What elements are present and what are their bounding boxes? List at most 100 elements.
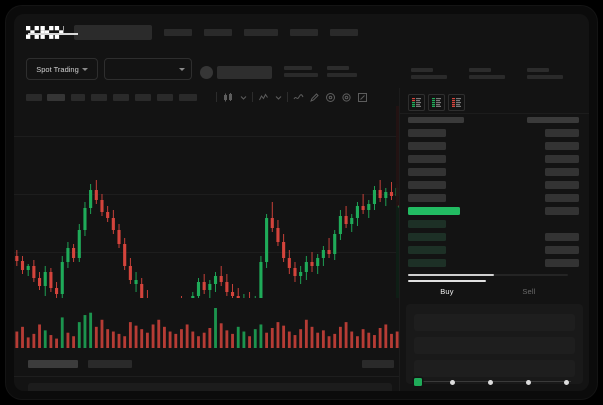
orderbook-amount-cell (545, 142, 579, 150)
okx-logo-icon[interactable] (26, 26, 64, 39)
pair-stat-1 (284, 66, 318, 77)
orderbook-row[interactable] (400, 129, 589, 138)
search-input[interactable] (74, 25, 152, 40)
chart-gridline (14, 194, 400, 195)
orderbook-price-cell (408, 220, 446, 228)
pair-stat-3 (411, 68, 447, 79)
amount-slider[interactable] (414, 376, 575, 388)
buy-tab-active-underline (408, 280, 486, 282)
orderbook-amount-cell (545, 194, 579, 202)
chart-gridline (14, 136, 400, 137)
order-field-1[interactable] (414, 314, 575, 331)
price-chart[interactable] (14, 106, 400, 298)
amount-slider-step-3[interactable] (488, 379, 493, 385)
timeframe-4[interactable] (91, 94, 107, 101)
coin-avatar-icon (200, 66, 213, 79)
nav-item-4[interactable] (290, 29, 318, 36)
tab-buy[interactable]: Buy (440, 287, 454, 296)
orderbook-price-cell (408, 155, 446, 163)
orderbook-price-cell (408, 194, 446, 202)
orderbook-row[interactable] (400, 194, 589, 203)
timeframe-5[interactable] (113, 94, 129, 101)
chevron-down-icon[interactable] (273, 92, 284, 103)
amount-slider-step-2[interactable] (450, 379, 455, 385)
pair-name-label (217, 66, 272, 79)
candlestick-type-icon[interactable] (223, 92, 234, 103)
pair-stat-2 (327, 66, 361, 77)
orderbook-scroll-thumb[interactable] (408, 274, 494, 276)
buy-sell-tabs: Buy Sell (400, 280, 589, 302)
orderbook-asks-icon[interactable] (448, 94, 465, 111)
orderbook-row[interactable] (400, 181, 589, 190)
order-field-2[interactable] (414, 337, 575, 354)
orderbook-row[interactable] (400, 168, 589, 177)
amount-slider-step-4[interactable] (526, 379, 531, 385)
orders-tab-2[interactable] (88, 360, 132, 368)
candlestick-series (15, 180, 399, 298)
orderbook-row[interactable] (400, 233, 589, 242)
orderbook-row[interactable] (400, 207, 589, 216)
nav-item-5[interactable] (330, 29, 358, 36)
orders-empty-row (28, 383, 392, 391)
orderbook-row[interactable] (400, 142, 589, 151)
timeframe-6[interactable] (135, 94, 151, 101)
orderbook-amount-cell (545, 246, 579, 254)
amount-slider-step-5[interactable] (564, 379, 569, 385)
orderbook-price-cell (408, 142, 446, 150)
volume-chart (14, 298, 400, 354)
orderbook-amount-cell (545, 207, 579, 215)
orders-tab-1[interactable] (28, 360, 78, 368)
line-chart-icon[interactable] (293, 92, 304, 103)
trading-mode-label: Spot Trading (36, 64, 79, 74)
amount-slider-track (418, 381, 571, 382)
trading-mode-selector[interactable]: Spot Trading (26, 58, 98, 80)
nav-item-3[interactable] (244, 29, 278, 36)
orderbook-row[interactable] (400, 155, 589, 164)
fullscreen-icon[interactable] (357, 92, 368, 103)
timeframe-7[interactable] (157, 94, 173, 101)
timeframe-8[interactable] (179, 94, 197, 101)
orderbook-amount-cell (545, 259, 579, 267)
indicators-icon[interactable] (258, 92, 269, 103)
chart-gridline (14, 252, 400, 253)
draw-pencil-icon[interactable] (309, 92, 320, 103)
device-bezel: Spot Trading (6, 6, 597, 399)
orderbook-row[interactable] (400, 259, 589, 268)
orderbook-price-cell (408, 181, 446, 189)
top-navigation-bar (14, 14, 589, 50)
chart-toolbar (14, 88, 400, 107)
orderbook-amount-cell (545, 181, 579, 189)
tab-sell[interactable]: Sell (522, 287, 536, 296)
amount-slider-handle[interactable] (414, 378, 422, 386)
orderbook-bids-icon[interactable] (428, 94, 445, 111)
pair-selector[interactable] (104, 58, 192, 80)
magnet-icon[interactable] (325, 92, 336, 103)
orders-tab-active-underline (28, 33, 78, 35)
timeframe-1[interactable] (26, 94, 42, 101)
orderbook-divider (400, 113, 589, 114)
orderbook-amount-cell (545, 233, 579, 241)
nav-item-1[interactable] (164, 29, 192, 36)
orderbook-header-row (400, 116, 589, 125)
orderbook-header-price (408, 117, 464, 123)
order-field-3[interactable] (414, 360, 575, 377)
settings-gear-icon[interactable] (341, 92, 352, 103)
orderbook-both-icon[interactable] (408, 94, 425, 111)
pair-stat-4 (469, 68, 505, 79)
orderbook-amount-cell (545, 168, 579, 176)
chevron-down-icon[interactable] (238, 92, 249, 103)
orderbook-price-cell (408, 207, 460, 215)
orderbook-row[interactable] (400, 246, 589, 255)
orderbook-amount-cell (545, 155, 579, 163)
orderbook-row[interactable] (400, 220, 589, 229)
timeframe-3[interactable] (71, 94, 85, 101)
orders-action-1[interactable] (362, 360, 394, 368)
orderbook-trade-panel: Buy Sell (399, 88, 589, 391)
orderbook-header-amount (527, 117, 579, 123)
chevron-down-icon (179, 67, 185, 71)
nav-item-2[interactable] (204, 29, 232, 36)
volume-series (15, 308, 399, 348)
timeframe-2[interactable] (47, 94, 65, 101)
app-screen: Spot Trading (14, 14, 589, 391)
